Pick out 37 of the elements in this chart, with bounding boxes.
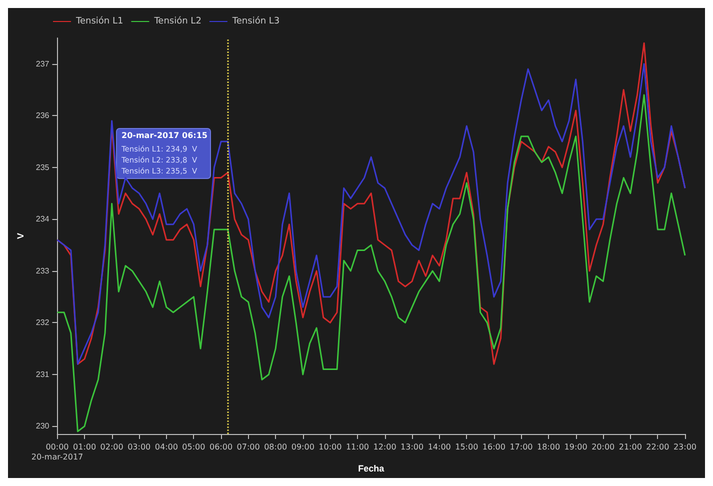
x-tick-label: 07:00: [236, 442, 260, 452]
x-tick-label: 04:00: [154, 442, 178, 452]
x-tick-label: 14:00: [428, 442, 451, 452]
legend-label: Tensión L2: [153, 16, 202, 26]
x-tick-label: 19:00: [564, 442, 588, 452]
x-tick-label: 10:00: [318, 442, 342, 452]
y-tick-label: 231: [36, 370, 50, 379]
x-tick-label: 06:00: [209, 442, 233, 452]
y-tick-label: 235: [36, 162, 50, 172]
x-tick-label: 18:00: [537, 442, 560, 452]
x-tick-label: 22:00: [646, 442, 670, 452]
x-tick-label: 13:00: [400, 442, 424, 452]
x-tick-label: 05:00: [182, 442, 206, 452]
x-tick-label: 16:00: [482, 442, 506, 452]
x-tick-label: 09:00: [291, 442, 314, 452]
y-tick-label: 234: [36, 214, 50, 224]
x-tick-label: 12:00: [373, 442, 396, 452]
x-tick-label: 20:00: [592, 442, 615, 452]
x-tick-label: 21:00: [618, 442, 642, 452]
x-tick-label: 23:00: [673, 442, 697, 452]
x-tick-label: 17:00: [510, 442, 533, 452]
y-tick-label: 232: [36, 318, 50, 328]
y-tick-label: 237: [36, 59, 50, 68]
x-tick-label: 15:00: [455, 442, 478, 452]
y-tick-label: 233: [36, 266, 50, 276]
legend-label: Tensión L1: [75, 16, 124, 26]
line-series: [56, 94, 686, 432]
x-tick-label: 08:00: [264, 442, 288, 452]
y-tick-label: 230: [36, 422, 50, 431]
x-tick-label: 11:00: [346, 442, 370, 452]
y-tick-label: 236: [36, 111, 50, 120]
legend-label: Tensión L3: [231, 16, 280, 26]
x-tick-label: 02:00: [100, 442, 124, 452]
y-axis-title: V: [16, 232, 26, 240]
x-tick-label: 03:00: [128, 442, 151, 452]
x-tick-label: 01:00: [73, 442, 96, 452]
x-axis-title: Fecha: [358, 464, 386, 474]
